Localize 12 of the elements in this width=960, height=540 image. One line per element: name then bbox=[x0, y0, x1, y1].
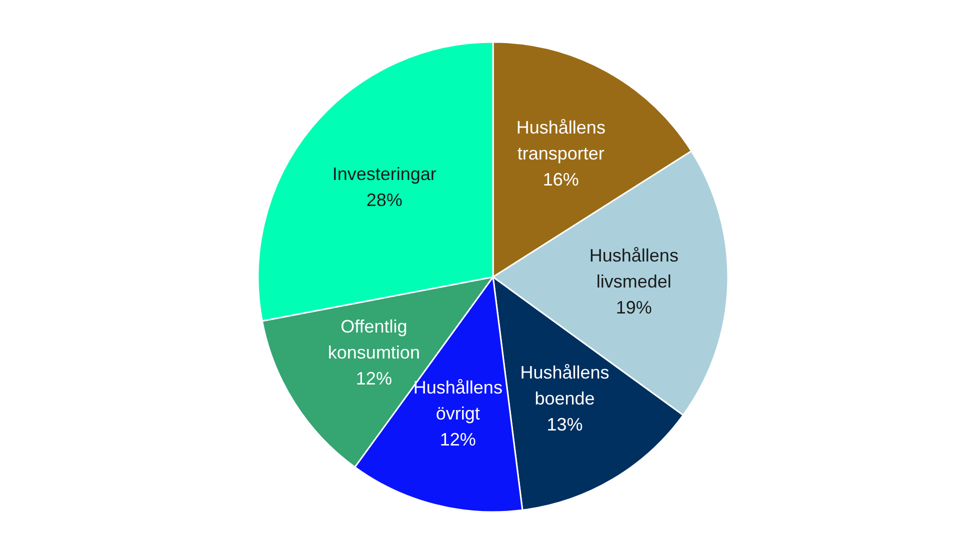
data-label: 12% bbox=[356, 368, 392, 389]
data-label: 13% bbox=[546, 414, 583, 434]
data-label: 28% bbox=[366, 190, 402, 210]
data-label: 12% bbox=[440, 430, 476, 450]
data-label: 16% bbox=[542, 169, 579, 190]
slice-label: Offentlig konsumtion bbox=[328, 316, 420, 363]
slice-label: Investeringar bbox=[332, 164, 436, 184]
slice-label: Hushållens livsmedel bbox=[589, 245, 678, 292]
slice-label: Hushållens övrigt bbox=[413, 378, 502, 424]
data-label: 19% bbox=[616, 297, 652, 318]
slice-label: Hushållens transporter bbox=[516, 117, 606, 164]
slice-label: Hushållens boende bbox=[520, 362, 610, 408]
